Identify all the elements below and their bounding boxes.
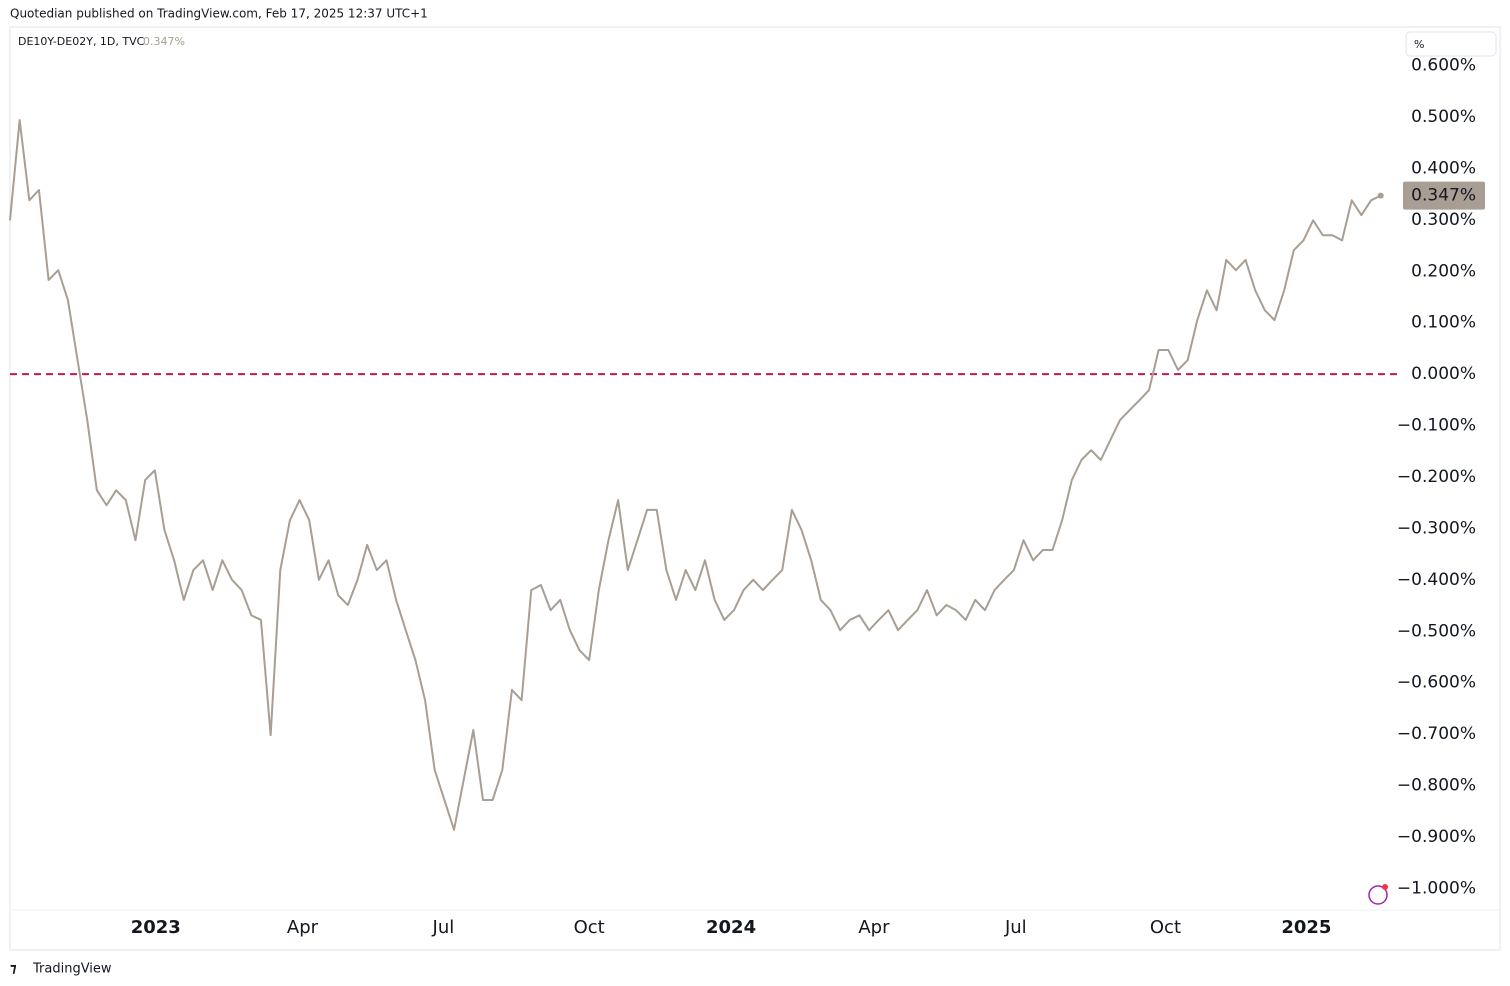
y-tick-label: 0.400% [1411, 158, 1476, 178]
last-value-label: 0.347% [1411, 186, 1476, 206]
x-tick-label: 2025 [1281, 917, 1331, 938]
x-tick-label: Jul [1004, 917, 1027, 938]
x-tick-label: Apr [858, 917, 890, 938]
logo-mark: ⁊ [10, 962, 17, 977]
last-value-badge [1403, 181, 1485, 210]
y-tick-label: −0.500% [1397, 621, 1476, 641]
flash-icon[interactable] [1368, 884, 1388, 905]
scale-mode[interactable]: % [1414, 38, 1424, 51]
y-tick-label: −0.200% [1397, 467, 1476, 487]
y-tick-label: 0.100% [1411, 313, 1476, 333]
logo: ⁊ TradingView [10, 962, 112, 977]
y-tick-label: −1.000% [1397, 878, 1476, 898]
flash-icon-circle[interactable] [1368, 885, 1388, 905]
chart-title: DE10Y-DE02Y, 1D, TVC [18, 35, 145, 48]
y-tick-label: 0.600% [1411, 56, 1476, 76]
y-tick-label: −0.800% [1397, 776, 1476, 796]
y-tick-label: 0.200% [1411, 261, 1476, 281]
y-tick-label: −0.300% [1397, 518, 1476, 538]
last-point [1377, 192, 1384, 199]
x-tick-label: Jul [432, 917, 455, 938]
series-line [9, 119, 1382, 831]
y-tick-label: 0.000% [1411, 364, 1476, 384]
y-tick-label: −0.900% [1397, 827, 1476, 847]
chart-frame [9, 26, 1501, 951]
publisher: Quotedian published on TradingView.com, … [10, 7, 428, 21]
y-tick-label: 0.300% [1411, 210, 1476, 230]
x-tick-label: Oct [574, 917, 605, 938]
x-tick-label: Oct [1150, 917, 1181, 938]
scale-mode-button[interactable] [1405, 31, 1497, 57]
legend-value: 0.347% [143, 35, 185, 48]
x-tick-label: 2024 [706, 917, 756, 938]
x-tick-label: 2023 [131, 917, 181, 938]
logo-text: TradingView [32, 962, 112, 977]
y-tick-label: 0.500% [1411, 107, 1476, 127]
y-tick-label: −0.600% [1397, 673, 1476, 693]
flash-icon-dot[interactable] [1382, 884, 1388, 890]
y-tick-label: −0.400% [1397, 570, 1476, 590]
y-tick-label: −0.100% [1397, 416, 1476, 436]
x-tick-label: Apr [287, 917, 319, 938]
y-tick-label: −0.700% [1397, 724, 1476, 744]
